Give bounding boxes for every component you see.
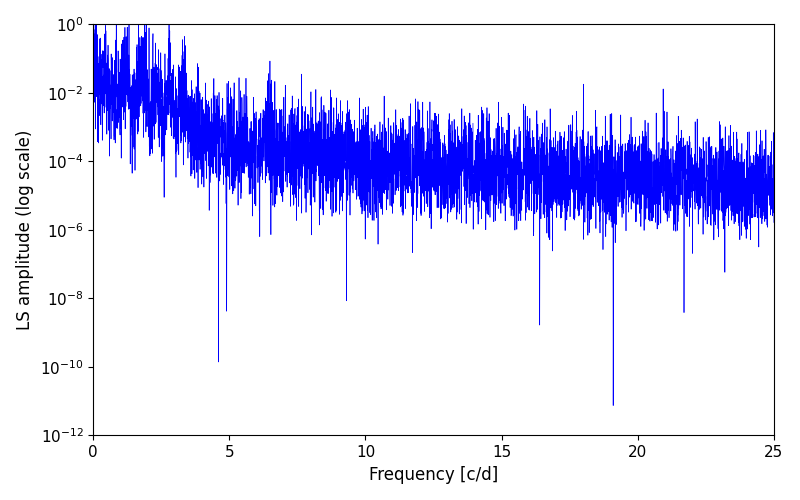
X-axis label: Frequency [c/d]: Frequency [c/d] (369, 466, 498, 483)
Y-axis label: LS amplitude (log scale): LS amplitude (log scale) (17, 130, 34, 330)
